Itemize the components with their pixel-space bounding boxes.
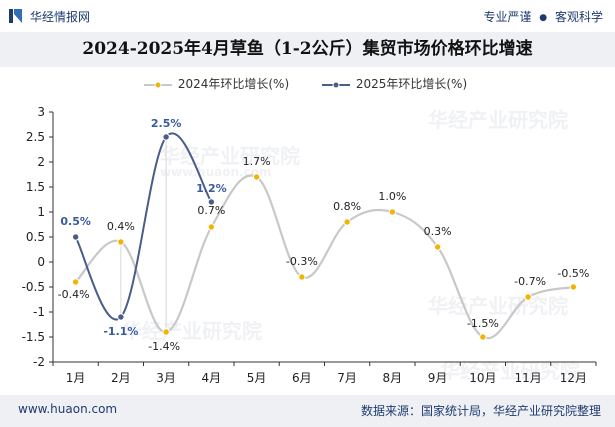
header-tags: 专业严谨 ● 客观科学 [483,8,603,25]
footer: www.huaon.com 数据来源：国家统计局，华经产业研究院整理 [0,395,615,427]
data-label-2024: -0.3% [286,255,318,268]
y-tick-label: 3 [37,105,45,119]
x-tick-label: 10月 [469,371,496,385]
x-tick-label: 3月 [156,371,176,385]
data-point-2025 [162,133,170,141]
data-label-2024: 1.0% [378,190,406,203]
legend-label-2024: 2024年环比增长(%) [177,77,290,91]
legend-line-2025-icon [322,81,350,89]
top-bar: 华经情报网 专业严谨 ● 客观科学 [0,0,615,32]
bullet-icon: ● [539,13,548,23]
series-line-2024 [74,174,574,340]
y-tick-label: 0.5 [26,230,45,244]
logo-icon [9,9,22,23]
data-point-2024 [433,243,442,251]
legend-line-2024-icon [144,81,172,89]
data-point-2024 [71,278,80,286]
data-point-2024 [207,223,216,231]
data-point-2025 [71,233,80,241]
footer-source: 数据来源：国家统计局，华经产业研究院整理 [360,404,601,418]
series-line-2025 [74,132,213,321]
data-label-2025: 2.5% [151,117,182,130]
data-label-2024: 0.8% [333,200,361,213]
chart-legend: 2024年环比增长(%) 2025年环比增长(%) [0,72,615,94]
tag-right: 客观科学 [554,10,603,24]
legend-item-2025: 2025年环比增长(%) [322,75,467,92]
chart-plot: -2 -1.5 -1 -0.5 0 0.5 1 1.5 2 2.5 3 1月 2月 3月 4月 5月 6月 7月 8… [22,105,597,385]
data-label-2024: 0.7% [197,204,225,217]
data-label-2025: 0.5% [60,215,91,228]
chart-title: 2024-2025年4月草鱼（1-2公斤）集贸市场价格环比增速 [82,39,533,59]
legend-item-2024: 2024年环比增长(%) [144,75,289,92]
data-point-2024 [117,238,125,246]
x-tick-label: 4月 [202,371,222,385]
data-label-2024: -1.4% [148,340,180,353]
y-tick-label: 2.5 [26,130,45,144]
footer-website: www.huaon.com [18,402,118,416]
y-tick-label: 2 [37,155,45,169]
x-tick-label: 2月 [111,371,131,385]
y-tick-label: -2 [33,355,45,369]
x-tick-label: 9月 [428,371,448,385]
data-label-2025: 1.2% [196,182,227,195]
data-point-2024 [343,218,351,226]
data-label-2025: -1.1% [103,325,138,338]
x-tick-label: 12月 [560,371,587,385]
y-tick-label: 0 [37,255,45,269]
data-point-2024 [252,173,261,181]
data-point-2024 [524,293,532,301]
data-point-2024 [162,328,170,336]
y-tick-label: -1 [33,305,45,319]
y-tick-label: 1.5 [26,180,45,194]
y-tick-label: -0.5 [22,280,45,294]
tag-left: 专业严谨 [483,10,532,24]
data-label-2024: 0.4% [107,220,135,233]
site-name: 华经情报网 [30,10,91,24]
data-label-2024: -0.4% [58,288,90,301]
data-point-2024 [388,208,397,216]
x-tick-label: 8月 [383,371,403,385]
title-band: 2024-2025年4月草鱼（1-2公斤）集贸市场价格环比增速 [0,32,615,67]
data-label-2024: 0.3% [424,225,452,238]
data-point-2025 [207,198,216,206]
data-label-2024: -0.7% [514,275,546,288]
data-point-2024 [298,273,306,281]
x-tick-label: 5月 [247,371,267,385]
data-point-2024 [569,283,578,291]
x-tick-label: 1月 [66,371,86,385]
x-tick-label: 7月 [337,371,357,385]
x-tick-label: 11月 [514,371,541,385]
data-label-2024: 1.7% [243,155,271,168]
data-label-2024: -0.5% [557,267,589,280]
legend-label-2025: 2025年环比增长(%) [355,77,468,91]
data-point-2025 [117,313,125,321]
data-point-2024 [479,333,487,341]
data-label-2024: -1.5% [467,317,499,330]
y-tick-label: 1 [37,205,45,219]
y-tick-label: -1.5 [22,330,45,344]
x-tick-label: 6月 [292,371,312,385]
